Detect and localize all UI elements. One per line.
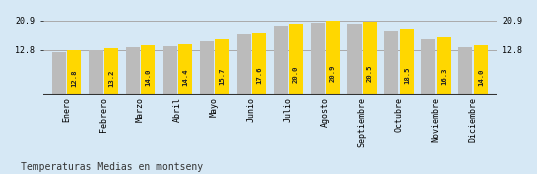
Bar	[474, 45, 488, 95]
Bar	[237, 34, 251, 95]
Bar	[347, 24, 361, 95]
Bar	[363, 22, 377, 95]
Text: 20.9: 20.9	[330, 65, 336, 82]
Bar	[400, 29, 414, 95]
Bar	[437, 37, 451, 95]
Text: 18.5: 18.5	[404, 66, 410, 84]
Text: 16.3: 16.3	[441, 68, 447, 85]
Text: 20.5: 20.5	[367, 65, 373, 82]
Text: Temperaturas Medias en montseny: Temperaturas Medias en montseny	[21, 162, 204, 172]
Bar	[126, 47, 140, 95]
Bar	[104, 48, 118, 95]
Bar	[89, 50, 103, 95]
Bar	[141, 45, 155, 95]
Text: 13.2: 13.2	[108, 69, 114, 87]
Text: 15.7: 15.7	[219, 68, 225, 85]
Bar	[310, 23, 324, 95]
Text: 14.0: 14.0	[478, 69, 484, 86]
Bar	[200, 41, 214, 95]
Bar	[252, 33, 266, 95]
Bar	[273, 26, 288, 95]
Bar	[384, 31, 398, 95]
Text: 14.0: 14.0	[146, 69, 151, 86]
Text: 17.6: 17.6	[256, 67, 262, 84]
Bar	[459, 47, 473, 95]
Bar	[68, 50, 82, 95]
Bar	[52, 52, 66, 95]
Text: 12.8: 12.8	[71, 70, 77, 87]
Bar	[215, 39, 229, 95]
Text: 14.4: 14.4	[182, 69, 188, 86]
Bar	[326, 21, 340, 95]
Bar	[178, 44, 192, 95]
Bar	[422, 39, 436, 95]
Bar	[289, 24, 303, 95]
Text: 20.0: 20.0	[293, 65, 299, 82]
Bar	[163, 46, 177, 95]
